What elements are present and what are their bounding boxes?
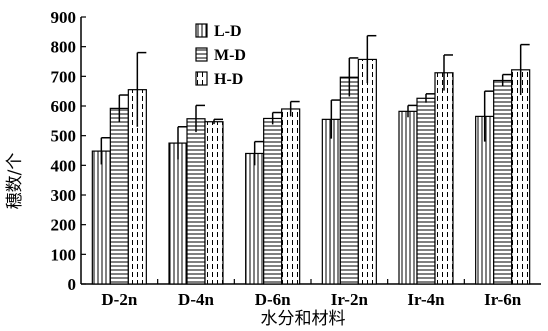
y-tick-label: 400 [51,156,77,175]
y-tick-label: 100 [51,245,77,264]
y-tick-label: 200 [51,216,77,235]
x-tick-label: D-2n [101,290,137,309]
bar-l-d-d-4n [168,142,188,285]
y-tick-label: 600 [51,97,77,116]
legend-label-m-d: M-D [214,47,246,64]
bar-m-d-ir-2n [339,76,359,285]
x-tick-label: Ir-4n [407,290,445,309]
bar-h-d-ir-2n [357,58,377,285]
bar-l-d-d-2n [91,150,111,285]
legend-swatch-m-d [195,47,208,62]
legend-label-l-d: L-D [214,23,242,40]
y-tick-label: 800 [51,38,77,57]
y-tick-label: 500 [51,127,77,146]
x-tick-label: Ir-6n [484,290,522,309]
bar-m-d-d-4n [186,118,206,285]
bar-l-d-ir-4n [398,110,418,285]
legend-swatch-l-d [195,23,208,38]
bar-h-d-ir-6n [511,69,531,285]
x-tick-label: D-6n [255,290,291,309]
bar-l-d-ir-2n [321,118,341,285]
legend-label-h-d: H-D [214,71,243,88]
x-axis-title: 水分和材料 [261,309,346,329]
bar-l-d-d-6n [245,152,265,285]
axes: 0 100 200 300 400 500 600 700 800 900 D-2n D-4n D-6n… [51,8,541,309]
y-tick-label: 300 [51,186,77,205]
y-tick-label: 900 [51,8,77,27]
bars [91,58,531,285]
bar-m-d-ir-6n [493,79,513,285]
x-tick-label: Ir-2n [331,290,369,309]
legend-swatch-h-d [195,71,208,86]
bar-m-d-ir-4n [416,97,436,285]
bar-h-d-d-6n [281,108,301,285]
error-bars [100,34,530,166]
legend: L-D M-D H-D [195,23,246,88]
y-tick-label: 700 [51,67,77,86]
bar-m-d-d-2n [109,107,129,285]
y-axis-title: 穗数/个 [5,153,25,210]
bar-h-d-ir-4n [434,72,454,285]
bar-h-d-d-4n [204,121,224,285]
bar-m-d-d-6n [263,117,283,285]
x-tick-label: D-4n [178,290,214,309]
y-tick-label: 0 [68,275,77,294]
